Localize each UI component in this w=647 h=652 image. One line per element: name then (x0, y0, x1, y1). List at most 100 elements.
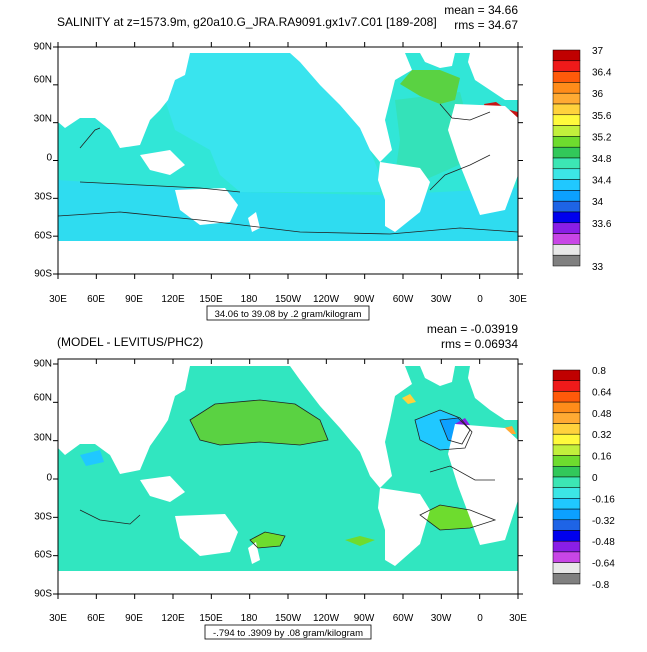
contour-natl-inner (439, 417, 471, 445)
contour-south-pacific (79, 181, 241, 193)
lat-tick-label: 30N (34, 114, 52, 125)
land-africa (448, 104, 518, 215)
lon-tick-label: 30E (49, 294, 67, 305)
colorbar-swatch (552, 444, 581, 456)
lon-tick-label: 30E (49, 613, 67, 624)
indian-negative (80, 450, 104, 466)
lon-tick-label: 30W (431, 294, 452, 305)
contours (57, 103, 519, 235)
colorbar-label: 35.6 (592, 111, 612, 122)
lon-tick-label: 0 (477, 294, 483, 305)
lon-tick-label: 60E (87, 294, 105, 305)
panel1-title: SALINITY at z=1573.9m, g20a10.G_JRA.RA90… (57, 15, 437, 29)
lon-tick-label: 180 (241, 613, 258, 624)
axis-lon-2: 30E 60E 90E 120E 150E 180 150W 120W 90W … (49, 613, 527, 624)
colorbar-label: 0.48 (592, 409, 612, 420)
colorbar-swatch (552, 190, 581, 202)
lon-tick-label: 120E (161, 294, 185, 305)
colorbar-label: -0.64 (592, 559, 615, 570)
lon-tick-label: 0 (477, 613, 483, 624)
contour-southern (57, 211, 519, 235)
colorbar-swatch (552, 455, 581, 467)
lon-tick-label: 90W (354, 613, 375, 624)
colorbar-swatch (552, 391, 581, 403)
colorbar-swatch (552, 519, 581, 531)
colorbar-label: 36 (592, 89, 604, 100)
colorbar-label: 34.8 (592, 154, 612, 165)
panel2-mean: mean = -0.03919 (427, 322, 518, 336)
colorbar-label: 0 (592, 473, 598, 484)
map-difference (57, 358, 519, 595)
lon-tick-label: 60W (393, 613, 414, 624)
colorbar-swatch (552, 573, 581, 585)
lat-tick-label: 90S (34, 269, 52, 280)
colorbar-swatch (552, 60, 581, 72)
lat-tick-label: 30S (34, 192, 52, 203)
lat-tick-label: 90N (34, 42, 52, 53)
land-greenland (420, 53, 455, 68)
lat-tick-label: 60N (34, 75, 52, 86)
colorbar-swatch (552, 136, 581, 148)
nordic-seas-field (400, 70, 460, 104)
panel1-mean: mean = 34.66 (444, 3, 518, 17)
lon-tick-label: 90E (125, 613, 143, 624)
colorbar-swatch (552, 433, 581, 446)
land-europe (468, 366, 518, 420)
lon-tick-label: 30E (509, 294, 527, 305)
south-pacific-positive-1 (250, 532, 285, 548)
contour-n-atlantic (439, 103, 491, 121)
colorbar-swatch (552, 211, 581, 224)
panel2-rms: rms = 0.06934 (441, 337, 518, 351)
range-label: 34.06 to 39.08 by .2 gram/kilogram (215, 309, 362, 320)
colorbar-swatch (552, 157, 581, 170)
colorbar-swatch (552, 222, 581, 234)
colorbar-swatch (552, 540, 581, 553)
panel2-title: (MODEL - LEVITUS/PHC2) (57, 335, 203, 349)
map-salinity (57, 46, 519, 275)
contour-npac (189, 399, 329, 446)
colorbar-swatch (552, 476, 581, 488)
colorbar-label: 37 (592, 46, 604, 57)
colorbar-swatch (552, 200, 581, 213)
colorbar-swatch (552, 125, 581, 137)
land-australia (175, 514, 238, 556)
lon-tick-label: 90W (354, 294, 375, 305)
colorbar-swatch (552, 92, 581, 105)
land-africa (448, 424, 518, 545)
colorbar-swatch (552, 498, 581, 510)
colorbar-label: 0.16 (592, 452, 612, 463)
land-antarctica (58, 574, 518, 594)
colorbar-label: -0.16 (592, 494, 615, 505)
lat-tick-label: 0 (46, 473, 52, 484)
colorbar-swatch (552, 179, 581, 191)
range-label-box (204, 624, 372, 640)
lon-tick-label: 90E (125, 294, 143, 305)
colorbar-swatch (552, 487, 581, 499)
contour-equatorial (429, 465, 495, 481)
lon-tick-label: 150E (199, 613, 223, 624)
contours (79, 399, 497, 549)
lat-tick-label: 60S (34, 231, 52, 242)
land-eurasia (58, 53, 190, 148)
colorbar-swatch (552, 466, 581, 478)
colorbar-label: 34.4 (592, 176, 612, 187)
axis-lon-1: 30E 60E 90E 120E 150E 180 150W 120W 90W … (49, 294, 527, 305)
colorbar-label: 34 (592, 197, 604, 208)
range-label: -.794 to .3909 by .08 gram/kilogram (213, 628, 363, 639)
colorbar-swatch (552, 146, 581, 159)
range-label-box (206, 305, 370, 321)
colorbar-swatch (552, 82, 581, 94)
colorbar-swatch (552, 114, 581, 126)
lon-tick-label: 30W (431, 613, 452, 624)
colorbar-swatch (552, 423, 581, 435)
lat-tick-label: 90S (34, 589, 52, 600)
north-pacific-positive (190, 400, 328, 445)
colorbar-label: -0.8 (592, 580, 610, 591)
colorbar-swatch (552, 233, 581, 245)
land-south-america (378, 162, 430, 232)
land-maritime (140, 150, 185, 175)
contour-satl (419, 504, 497, 531)
colorbar-label: 0.64 (592, 387, 612, 398)
land-australia (175, 188, 238, 225)
colorbar-swatch (552, 530, 581, 542)
